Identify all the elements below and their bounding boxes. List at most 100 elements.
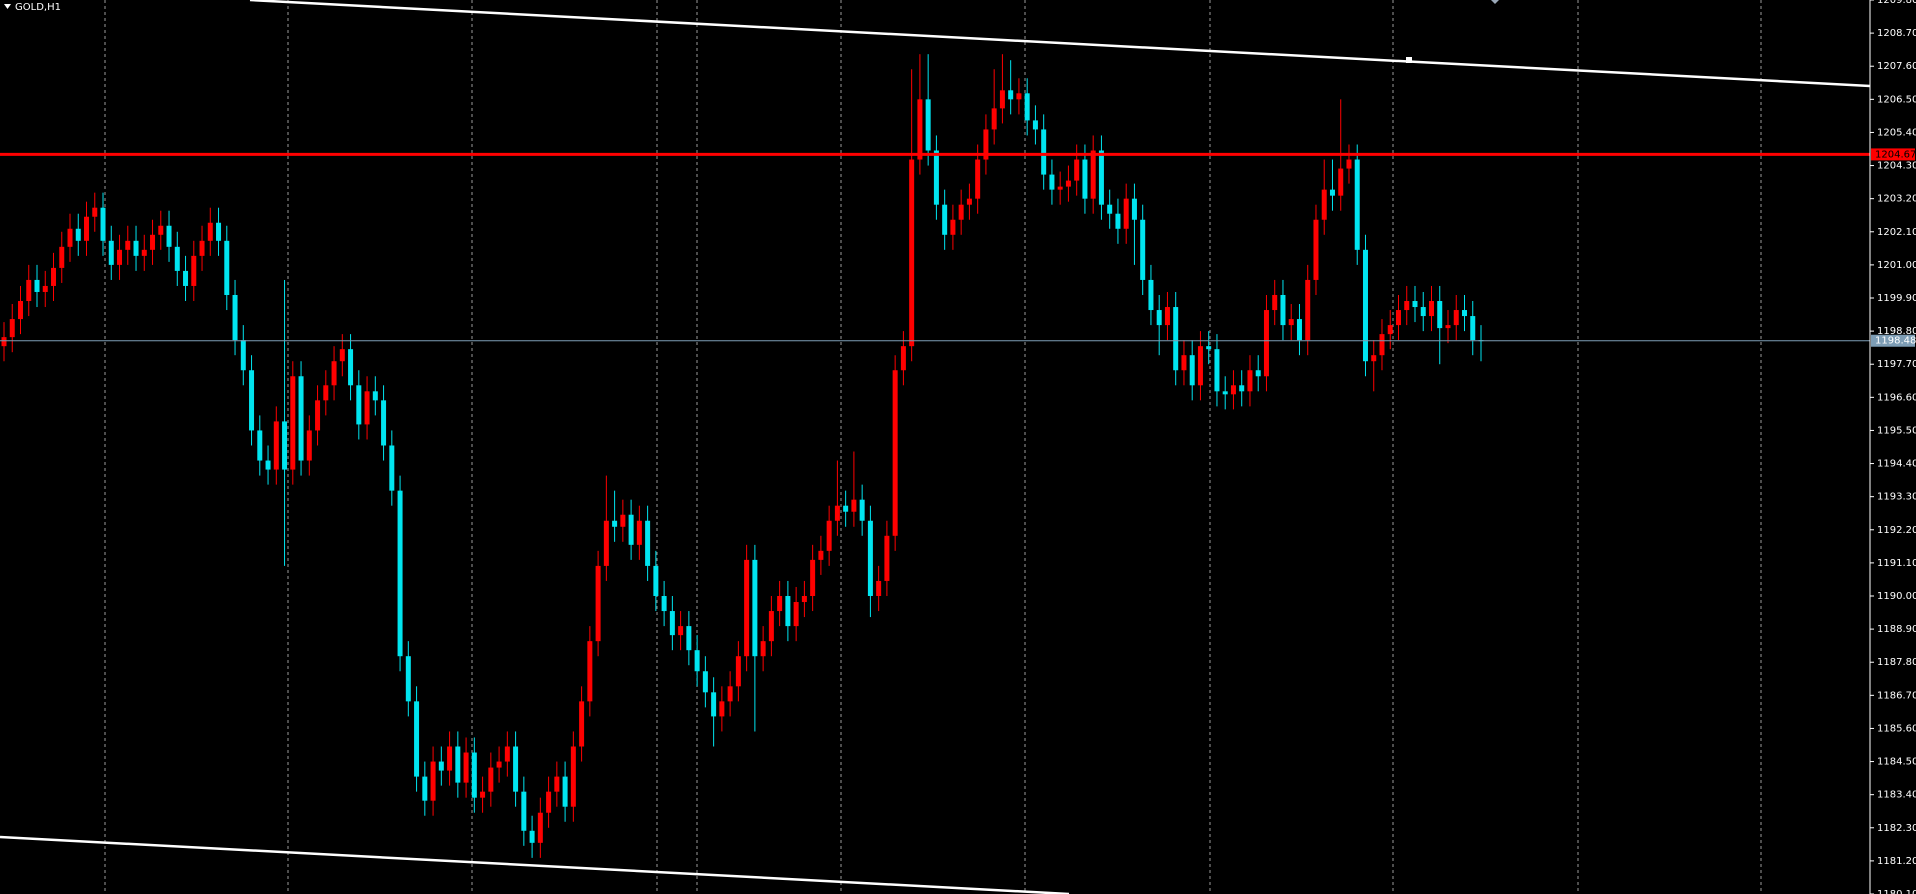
candle-body: [42, 285, 48, 292]
y-tick-label: 1205.40: [1877, 127, 1916, 138]
candle-body: [1387, 325, 1393, 335]
candle-body: [298, 376, 304, 461]
candle-body: [1280, 294, 1286, 326]
candle-body: [397, 490, 403, 657]
candle-body: [75, 228, 81, 241]
candle-body: [1395, 310, 1401, 326]
candle-body: [966, 198, 972, 205]
candle-body: [554, 776, 560, 792]
candle-body: [9, 319, 15, 338]
price-label: 1198.48: [1875, 336, 1916, 347]
candle-body: [1, 337, 7, 347]
candle-body: [59, 246, 65, 268]
candle-body: [744, 559, 750, 657]
candle-body: [108, 240, 114, 265]
candle-body: [859, 499, 865, 521]
candle-body: [348, 349, 354, 386]
candle-body: [1156, 310, 1162, 326]
candle-body: [529, 830, 535, 843]
candle-body: [999, 90, 1005, 109]
y-tick-label: 1184.50: [1877, 757, 1916, 768]
y-tick-label: 1198.80: [1877, 326, 1916, 337]
candle-body: [1371, 355, 1377, 362]
candle-body: [1354, 159, 1360, 250]
y-tick-label: 1204.30: [1877, 161, 1916, 172]
candle-body: [166, 225, 172, 247]
y-tick-label: 1207.60: [1877, 61, 1916, 72]
candle-body: [364, 391, 370, 425]
candle-body: [694, 650, 700, 672]
candles: [1, 54, 1484, 858]
candle-body: [645, 520, 651, 566]
candle-body: [958, 204, 964, 220]
y-tick-label: 1182.30: [1877, 823, 1916, 834]
candle-body: [207, 222, 213, 241]
candle-body: [1346, 159, 1352, 169]
candle-body: [546, 791, 552, 813]
candle-body: [372, 391, 378, 401]
candle-body: [141, 249, 147, 256]
candle-body: [587, 641, 593, 702]
y-tick-label: 1206.50: [1877, 94, 1916, 105]
candle-body: [224, 240, 230, 295]
y-tick-label: 1192.20: [1877, 525, 1916, 536]
marker: [1491, 0, 1499, 4]
candle-body: [1470, 316, 1476, 341]
y-tick-label: 1209.80: [1877, 0, 1916, 6]
candle-body: [1041, 129, 1047, 175]
y-tick-label: 1196.60: [1877, 392, 1916, 403]
y-tick-label: 1185.60: [1877, 723, 1916, 734]
candle-body: [240, 340, 246, 371]
candle-body: [26, 279, 32, 302]
y-tick-label: 1208.70: [1877, 28, 1916, 39]
candle-body: [183, 270, 189, 286]
candle-body: [1305, 279, 1311, 341]
candle-body: [636, 520, 642, 545]
y-tick-label: 1183.40: [1877, 790, 1916, 801]
candle-body: [315, 400, 321, 431]
candle-body: [1362, 249, 1368, 362]
candle-body: [1321, 189, 1327, 220]
candle-body: [438, 761, 444, 771]
candle-body: [92, 207, 98, 217]
candle-body: [232, 294, 238, 341]
candle-body: [422, 776, 428, 801]
candle-body: [867, 520, 873, 596]
candle-body: [702, 671, 708, 693]
candle-body: [158, 225, 164, 235]
candle-body: [1173, 307, 1179, 371]
candle-body: [1288, 319, 1294, 326]
candle-body: [595, 565, 601, 642]
candle-body: [34, 279, 40, 292]
candle-body: [752, 559, 758, 657]
candle-body: [612, 520, 618, 527]
candle-body: [1181, 355, 1187, 371]
candle-body: [1461, 310, 1467, 317]
trendline-lower: [0, 835, 1070, 894]
candle-body: [785, 596, 791, 627]
candle-body: [339, 349, 345, 362]
candle-body: [191, 255, 197, 286]
candle-body: [768, 611, 774, 642]
candle-body: [818, 550, 824, 560]
candle-body: [1206, 346, 1212, 350]
candle-body: [1115, 213, 1121, 229]
candle-body: [282, 421, 288, 470]
candle-body: [199, 240, 205, 256]
trendline-anchor: [1406, 57, 1412, 63]
candle-body: [1379, 334, 1385, 356]
candle-body: [579, 701, 585, 747]
y-tick-label: 1203.20: [1877, 194, 1916, 205]
y-tick-label: 1194.40: [1877, 459, 1916, 470]
candle-body: [669, 611, 675, 636]
candle-body: [933, 150, 939, 205]
candle-body: [950, 219, 956, 235]
candle-body: [133, 240, 139, 256]
candle-body: [51, 267, 57, 286]
candle-body: [100, 207, 106, 241]
candle-body: [480, 791, 486, 798]
candle-body: [1049, 174, 1055, 190]
candle-body: [810, 559, 816, 596]
y-tick-label: 1193.30: [1877, 492, 1916, 503]
